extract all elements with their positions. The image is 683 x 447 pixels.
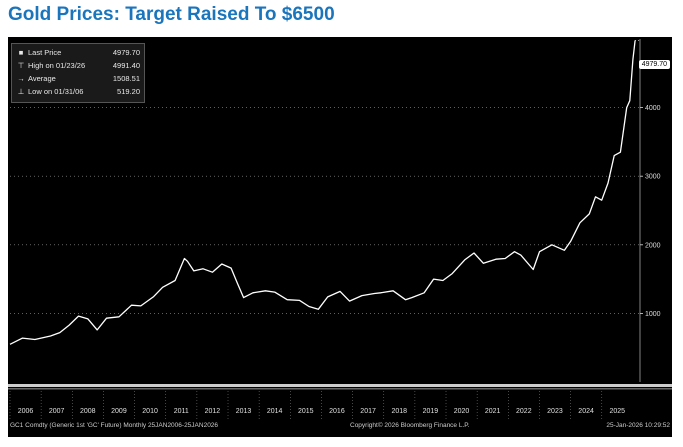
x-tick-label: 2013 [236,408,252,415]
legend-item-high: ⊤ High on 01/23/26 4991.40 [16,61,140,71]
legend-value: 1508.51 [112,74,140,83]
x-axis-band-shadow [8,388,672,390]
high-marker-icon: ⊤ [17,61,25,70]
arrow-right-icon: → [17,74,25,83]
y-tick-label: 3000 [645,174,661,181]
last-price-tag: 4979.70 [638,60,670,69]
legend-label: Average [28,74,56,83]
x-tick-label: 2020 [454,408,470,415]
x-tick-label: 2019 [423,408,439,415]
x-tick-label: 2017 [360,408,376,415]
legend-value: 519.20 [117,87,140,96]
x-tick-label: 2011 [174,408,189,415]
legend-item-average: → Average 1508.51 [16,74,140,84]
x-axis-band [8,384,672,387]
x-tick-label: 2022 [516,408,532,415]
x-tick-label: 2008 [80,408,96,415]
x-tick-label: 2021 [485,408,501,415]
low-marker-icon: ⊥ [17,87,25,96]
legend-item-last-price: ■ Last Price 4979.70 [16,48,140,58]
square-icon: ■ [18,48,24,57]
price-chart: 1000 2000 3000 4000 2006 2007 2008 2009 2010 2011… [8,39,672,419]
chart-panel: 1000 2000 3000 4000 2006 2007 2008 2009 2010 2011… [8,37,672,437]
x-tick-label: 2018 [391,408,407,415]
legend-value: 4991.40 [112,61,140,70]
x-tick-label: 2014 [267,408,283,415]
chart-footer: GC1 Comdty (Generic 1st 'GC' Future) Mon… [8,420,672,434]
legend-item-low: ⊥ Low on 01/31/06 519.20 [16,87,140,97]
x-tick-label: 2010 [142,408,158,415]
x-tick-label: 2006 [18,408,34,415]
y-tick-label: 1000 [645,311,661,318]
x-tick-label: 2016 [329,408,345,415]
footer-ticker: GC1 Comdty (Generic 1st 'GC' Future) Mon… [10,422,219,429]
x-tick-label: 2007 [49,408,65,415]
legend-label: Low on 01/31/06 [28,87,84,96]
x-tick-label: 2023 [547,408,563,415]
footer-timestamp: 25-Jan-2026 10:29:52 [606,422,670,429]
chart-legend: ■ Last Price 4979.70 ⊤ High on 01/23/26 … [11,43,145,103]
x-tick-label: 2012 [205,408,221,415]
x-tick-label: 2025 [609,408,625,415]
x-tick-label: 2009 [111,408,127,415]
page-title: Gold Prices: Target Raised To $6500 [8,4,335,25]
y-tick-label: 4000 [645,105,661,112]
x-tick-label: 2024 [578,408,594,415]
legend-label: High on 01/23/26 [28,61,86,70]
y-tick-label: 2000 [645,242,661,249]
legend-label: Last Price [28,48,62,57]
x-tick-label: 2015 [298,408,314,415]
legend-value: 4979.70 [112,48,140,57]
price-series-line [9,40,636,345]
footer-copyright: Copyright© 2026 Bloomberg Finance L.P. [350,422,470,429]
